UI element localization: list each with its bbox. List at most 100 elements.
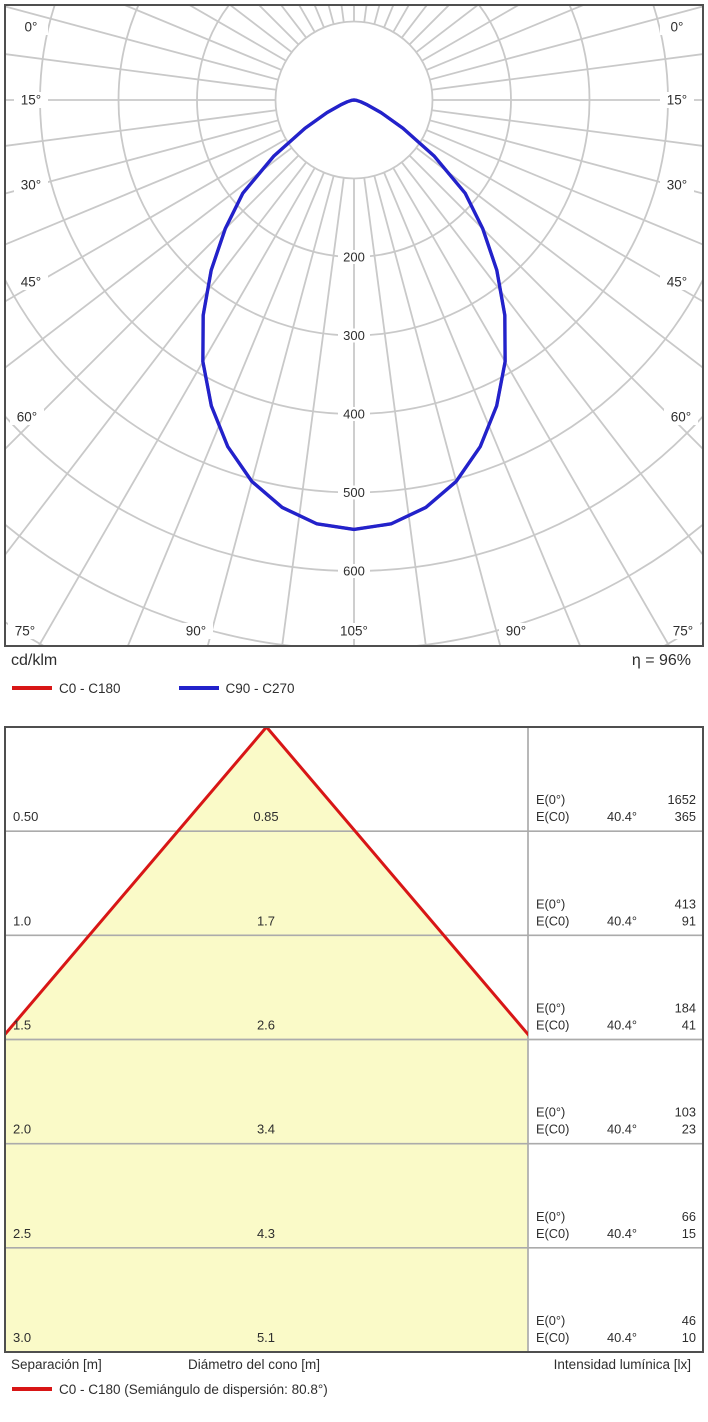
row-diameter-value: 5.1 xyxy=(257,1330,275,1345)
row-diameter-value: 4.3 xyxy=(257,1226,275,1241)
polar-border xyxy=(4,4,704,647)
row-ec0-value: 23 xyxy=(682,1122,696,1137)
angle-label-bg xyxy=(8,623,42,639)
polar-grid-spoke xyxy=(363,5,368,23)
row-ec0-label: E(C0) xyxy=(536,1018,569,1033)
row-ec0-label: E(C0) xyxy=(536,1330,569,1345)
polar-ring-label: 300 xyxy=(343,328,365,343)
row-e0-value: 1652 xyxy=(668,792,696,807)
angle-label-bg xyxy=(660,274,694,290)
row-diameter-value: 1.7 xyxy=(257,913,275,928)
polar-grid-spoke xyxy=(5,129,282,246)
polar-grid-spoke xyxy=(431,109,703,147)
angle-label-bg xyxy=(660,177,694,193)
polar-grid-spoke xyxy=(363,177,427,646)
polar-grid-spoke xyxy=(5,138,287,303)
legend-swatch-c90-c270 xyxy=(178,685,219,690)
polar-grid-spoke xyxy=(5,109,277,147)
ring-label-bg xyxy=(338,328,370,343)
cone-legend-label: C0 - C180 (Semiángulo de dispersión: 80.… xyxy=(59,1382,328,1398)
polar-grid-spoke xyxy=(281,177,345,646)
cone-beam-edge-left xyxy=(5,726,268,1037)
row-diameter-value: 0.85 xyxy=(253,809,278,824)
row-e0-label: E(0°) xyxy=(536,896,565,911)
polar-grid-spoke xyxy=(340,5,345,23)
polar-grid-spoke xyxy=(415,147,703,369)
polar-angle-label: 15° xyxy=(667,93,687,108)
polar-grid-spoke xyxy=(37,167,316,646)
footer-column-luminous-intensity: Intensidad lumínica [lx] xyxy=(553,1357,691,1372)
row-ec0-value: 10 xyxy=(682,1330,696,1345)
row-e0-label: E(0°) xyxy=(536,1105,565,1120)
row-ec0-value: 41 xyxy=(682,1018,696,1033)
polar-curves xyxy=(201,98,507,532)
polar-angle-label: 0° xyxy=(671,20,684,35)
polar-grid-spoke xyxy=(5,53,277,91)
polar-ring-label: 400 xyxy=(343,407,365,422)
polar-ring-label: 500 xyxy=(343,485,365,500)
polar-grid-spoke xyxy=(401,161,703,557)
polar-angle-label: 45° xyxy=(21,275,41,290)
row-e0-label: E(0°) xyxy=(536,1001,565,1016)
polar-grid-spoke xyxy=(5,154,300,451)
row-separation-value: 2.5 xyxy=(13,1226,31,1241)
row-e0-value: 46 xyxy=(682,1313,696,1328)
footer-column-separation: Separación [m] xyxy=(11,1357,102,1372)
polar-angle-label: 75° xyxy=(673,624,693,639)
row-ec0-label: E(C0) xyxy=(536,1226,569,1241)
polar-legend: C0 - C180 C90 - C270 xyxy=(12,680,295,698)
polar-grid-spoke xyxy=(392,167,671,646)
row-ec0-value: 15 xyxy=(682,1226,696,1241)
angle-label-bg xyxy=(179,623,213,639)
legend-label-c0-c180: C0 - C180 xyxy=(59,681,121,697)
polar-angle-label: 90° xyxy=(506,624,526,639)
polar-grid-spoke xyxy=(126,172,325,646)
row-separation-value: 2.0 xyxy=(13,1122,31,1137)
angle-label-bg xyxy=(14,92,48,108)
angle-label-bg xyxy=(10,409,44,425)
angle-label-bg xyxy=(664,409,698,425)
row-beam-angle-value: 40.4° xyxy=(607,1330,637,1345)
cone-border xyxy=(4,726,704,1353)
angle-label-bg xyxy=(14,19,48,35)
polar-grid-spoke xyxy=(327,5,335,25)
row-e0-label: E(0°) xyxy=(536,1209,565,1224)
row-ec0-label: E(C0) xyxy=(536,809,569,824)
angle-label-bg xyxy=(14,177,48,193)
cone-edges xyxy=(5,726,528,1037)
row-beam-angle-value: 40.4° xyxy=(607,809,637,824)
polar-grid-spoke xyxy=(5,161,307,557)
ring-label-bg xyxy=(338,407,370,421)
cone-legend-swatch xyxy=(12,1386,52,1391)
efficiency-label: η = 96% xyxy=(631,652,691,669)
row-e0-label: E(0°) xyxy=(536,792,565,807)
row-separation-value: 1.0 xyxy=(13,913,31,928)
angle-label-bg xyxy=(660,19,694,35)
row-ec0-label: E(C0) xyxy=(536,1122,569,1137)
row-diameter-value: 3.4 xyxy=(257,1122,275,1137)
polar-angle-label: 45° xyxy=(667,275,687,290)
row-separation-value: 1.5 xyxy=(13,1018,31,1033)
polar-angle-label: 105° xyxy=(340,624,368,639)
polar-angle-label: 75° xyxy=(15,624,35,639)
ring-label-bg xyxy=(338,250,370,264)
polar-grid-spoke xyxy=(5,119,279,195)
polar-grid-spoke xyxy=(408,154,703,451)
footer-column-cone-diameter: Diámetro del cono [m] xyxy=(188,1357,321,1372)
polar-curve-c90-c270 xyxy=(201,98,507,532)
ring-label-bg xyxy=(338,564,370,578)
angle-label-bg xyxy=(337,623,371,639)
angle-label-bg xyxy=(14,274,48,290)
row-separation-value: 3.0 xyxy=(13,1330,31,1345)
polar-angle-label: 90° xyxy=(186,624,206,639)
row-ec0-value: 365 xyxy=(675,809,696,824)
row-beam-angle-value: 40.4° xyxy=(607,1122,637,1137)
polar-angle-label: 30° xyxy=(667,178,687,193)
polar-grid-spoke xyxy=(431,53,703,91)
polar-grid-spoke xyxy=(206,175,335,646)
polar-grid-spoke xyxy=(426,5,586,71)
row-beam-angle-value: 40.4° xyxy=(607,1226,637,1241)
polar-grid-spoke xyxy=(421,138,703,303)
